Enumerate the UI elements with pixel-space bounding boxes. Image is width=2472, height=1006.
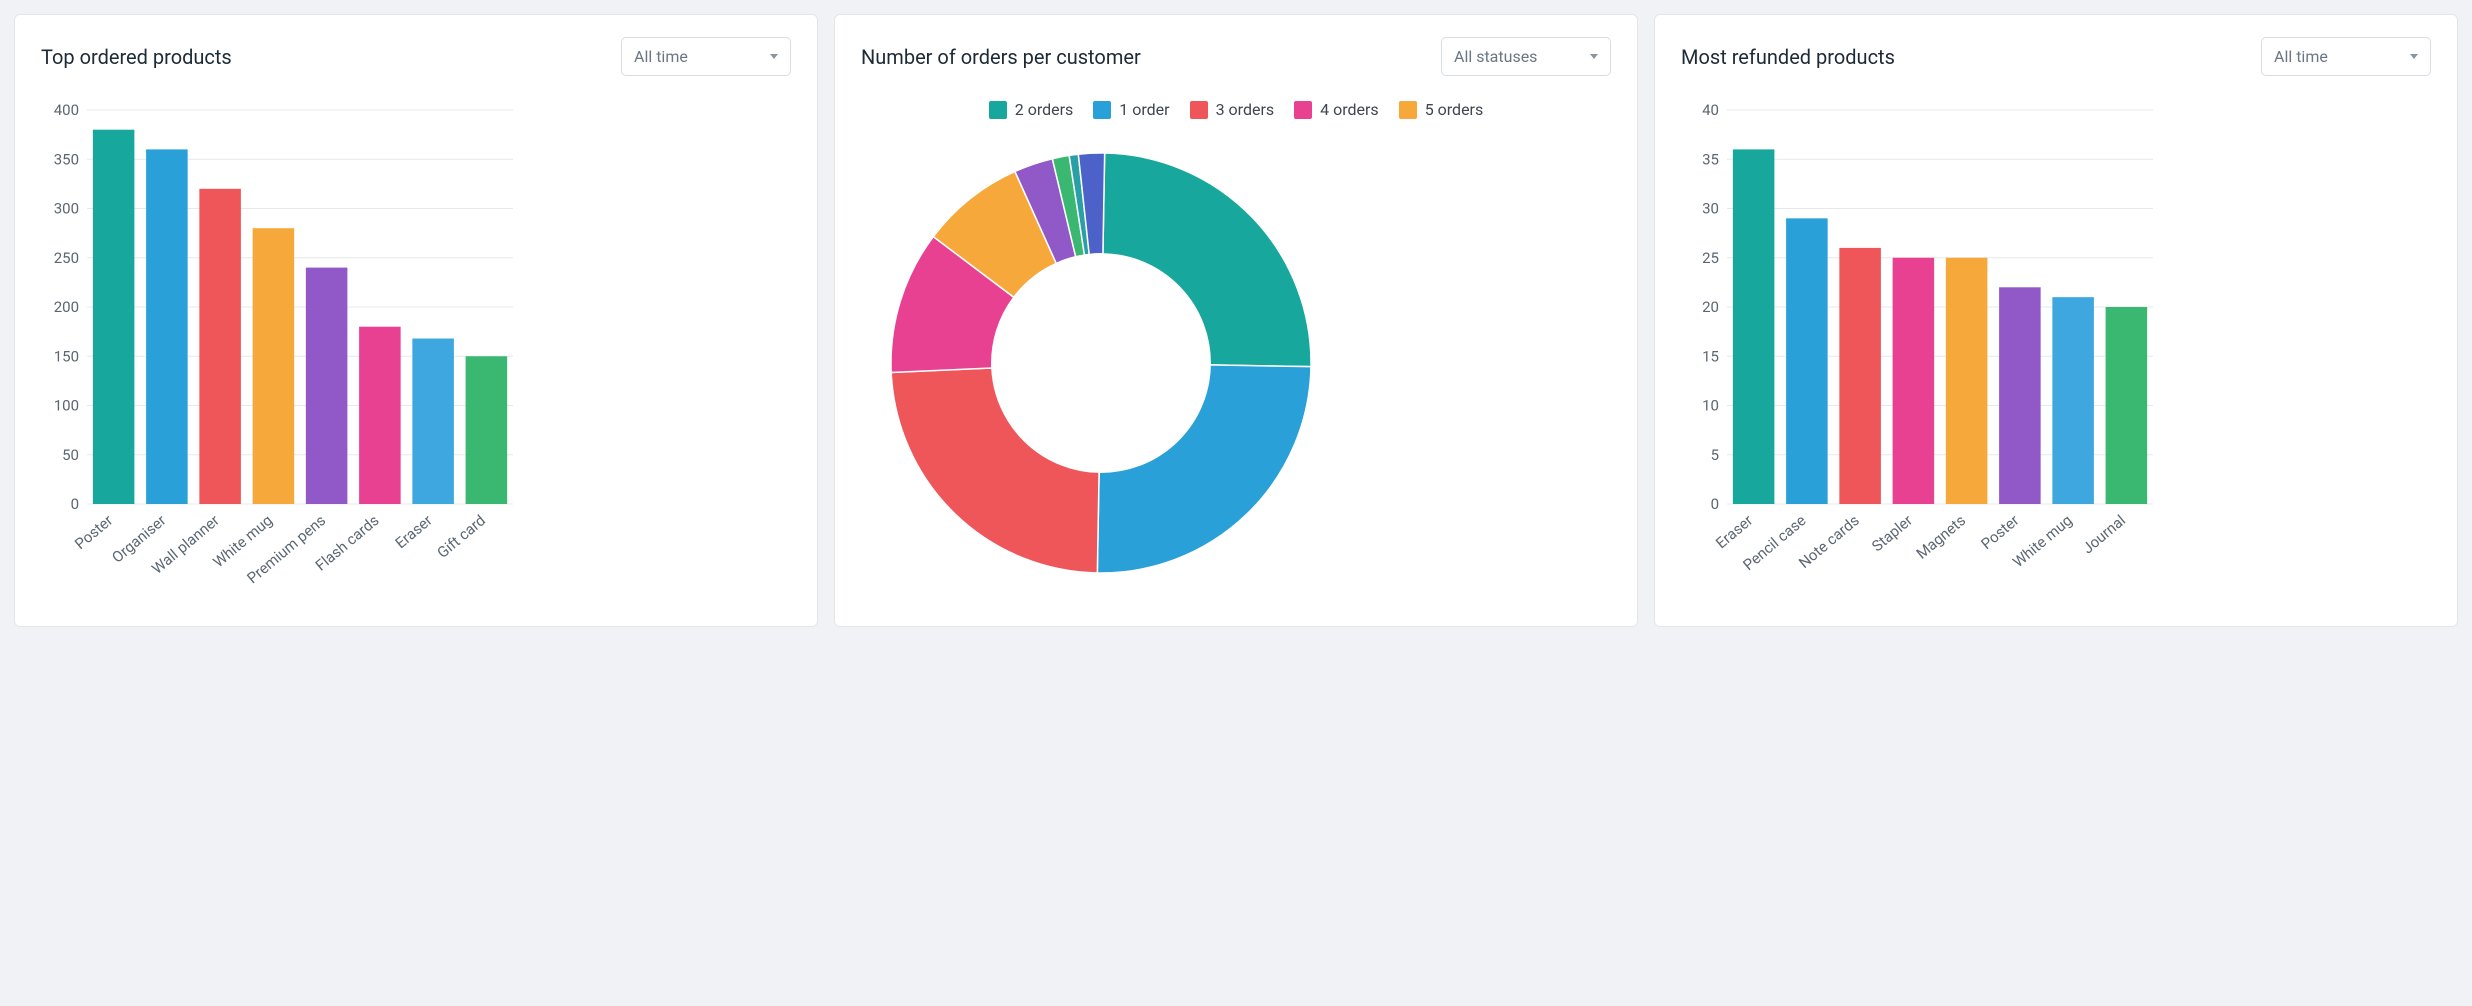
svg-text:0: 0 — [1711, 495, 1719, 513]
dashboard-row: Top ordered products All time 0501001502… — [14, 14, 2458, 627]
bar-chart-svg: 050100150200250300350400PosterOrganiserW… — [41, 100, 521, 600]
svg-text:200: 200 — [54, 298, 79, 316]
legend-swatch — [1093, 101, 1111, 119]
card-title: Number of orders per customer — [861, 45, 1141, 69]
svg-text:0: 0 — [71, 495, 79, 513]
legend-item[interactable]: 2 orders — [989, 100, 1074, 119]
legend-label: 2 orders — [1015, 100, 1074, 119]
legend-label: 4 orders — [1320, 100, 1379, 119]
svg-text:5: 5 — [1711, 446, 1719, 464]
card-most-refunded: Most refunded products All time 0 5 10 15 20… — [1654, 14, 2458, 627]
legend-item[interactable]: 5 orders — [1399, 100, 1484, 119]
legend-swatch — [989, 101, 1007, 119]
svg-text:350: 350 — [54, 150, 79, 168]
legend-label: 5 orders — [1425, 100, 1484, 119]
card-header: Number of orders per customer All status… — [861, 37, 1611, 76]
card-title: Most refunded products — [1681, 45, 1895, 69]
svg-text:35: 35 — [1702, 150, 1719, 168]
svg-text:Eraser: Eraser — [392, 511, 436, 552]
legend-swatch — [1190, 101, 1208, 119]
top-ordered-chart: 050100150200250300350400PosterOrganiserW… — [41, 100, 791, 600]
select-value: All time — [2274, 47, 2328, 66]
legend-label: 1 order — [1119, 100, 1169, 119]
svg-text:Gift card: Gift card — [434, 511, 489, 562]
select-value: All statuses — [1454, 47, 1537, 66]
legend-label: 3 orders — [1216, 100, 1275, 119]
svg-text:25: 25 — [1702, 249, 1719, 267]
orders-per-customer-chart: 2 orders 1 order 3 orders 4 orders 5 orders — [861, 100, 1611, 600]
svg-text:Journal: Journal — [2079, 511, 2129, 557]
legend-swatch — [1294, 101, 1312, 119]
caret-down-icon — [2410, 54, 2418, 59]
card-title: Top ordered products — [41, 45, 232, 69]
svg-text:50: 50 — [62, 446, 79, 464]
caret-down-icon — [770, 54, 778, 59]
svg-text:White mug: White mug — [2009, 511, 2075, 571]
legend-item[interactable]: 1 order — [1093, 100, 1169, 119]
legend-swatch — [1399, 101, 1417, 119]
svg-text:40: 40 — [1702, 101, 1719, 119]
svg-text:10: 10 — [1702, 397, 1719, 415]
svg-text:300: 300 — [54, 200, 79, 218]
bar-chart-svg: 0510152025303540EraserPencil caseNote ca… — [1681, 100, 2161, 600]
legend-item[interactable]: 3 orders — [1190, 100, 1275, 119]
svg-text:400: 400 — [54, 101, 79, 119]
time-range-select[interactable]: All time — [621, 37, 791, 76]
donut-chart-svg — [861, 127, 1341, 587]
svg-text:100: 100 — [54, 397, 79, 415]
card-top-ordered: Top ordered products All time 0 50 100 150 2… — [14, 14, 818, 627]
svg-text:Eraser: Eraser — [1712, 511, 1756, 552]
svg-text:15: 15 — [1702, 347, 1719, 365]
svg-text:Poster: Poster — [1977, 511, 2022, 553]
svg-text:Poster: Poster — [71, 511, 116, 553]
legend-item[interactable]: 4 orders — [1294, 100, 1379, 119]
svg-text:30: 30 — [1702, 200, 1719, 218]
svg-text:250: 250 — [54, 249, 79, 267]
most-refunded-chart: 0510152025303540EraserPencil caseNote ca… — [1681, 100, 2431, 600]
svg-text:Magnets: Magnets — [1913, 511, 1969, 562]
chart-legend: 2 orders 1 order 3 orders 4 orders 5 orders — [861, 100, 1611, 119]
card-orders-per-customer: Number of orders per customer All status… — [834, 14, 1638, 627]
caret-down-icon — [1590, 54, 1598, 59]
card-header: Most refunded products All time — [1681, 37, 2431, 76]
svg-text:20: 20 — [1702, 298, 1719, 316]
card-header: Top ordered products All time — [41, 37, 791, 76]
time-range-select[interactable]: All time — [2261, 37, 2431, 76]
status-select[interactable]: All statuses — [1441, 37, 1611, 76]
svg-text:150: 150 — [54, 347, 79, 365]
svg-text:Stapler: Stapler — [1868, 511, 1916, 555]
select-value: All time — [634, 47, 688, 66]
